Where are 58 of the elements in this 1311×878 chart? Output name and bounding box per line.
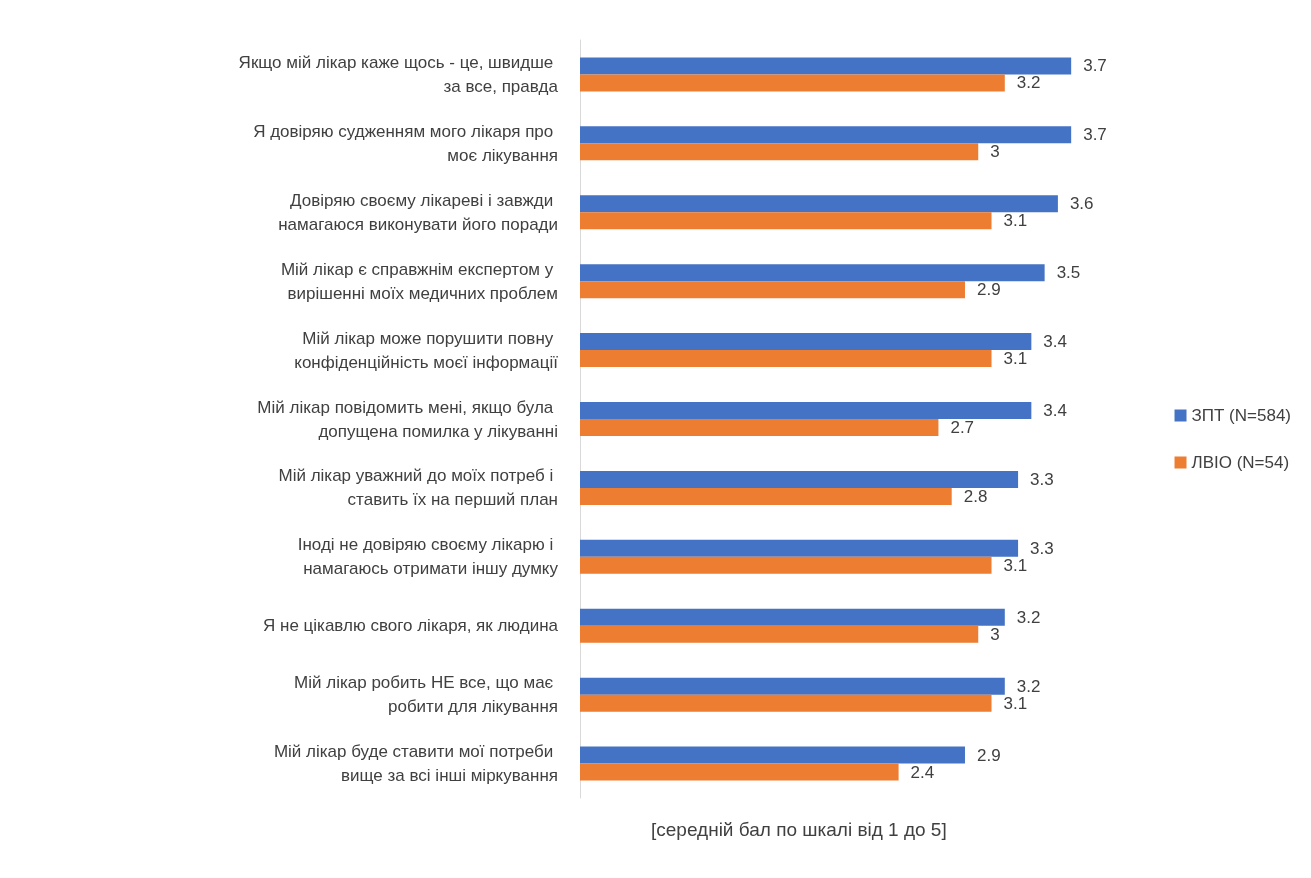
bar (580, 677, 1005, 695)
data-label: 3.4 (1043, 401, 1067, 420)
bar (580, 281, 965, 299)
y-tick-label: Мій лікар повідомить мені, якщо була допущена помилка у лікуванні (257, 397, 558, 441)
y-tick-label: Мій лікар буде ставити мої потреби вище за всі інші міркування (273, 742, 558, 786)
bar (580, 350, 992, 368)
data-label: 2.9 (976, 745, 1001, 765)
bar (580, 126, 1072, 144)
bar (580, 539, 1019, 557)
y-tick-label: Мій лікар уважний до моїх потреб і ставить їх на перший план (278, 466, 558, 510)
x-axis-title: [середній бал по шкалі від 1 до 5] (651, 819, 947, 840)
y-tick-label: Мій лікар робить НЕ все, що має робити для лікування (294, 673, 558, 717)
y-tick-label: Іноді не довіряю своєму лікарю і намагаюсь отримати іншу думку (297, 535, 559, 579)
bar (580, 470, 1019, 488)
y-tick-label: Довіряю своєму лікареві і завжди намагаюся виконувати його поради (278, 190, 558, 234)
y-tick-label: Мій лікар може порушити повну конфіденційність моєї інформації (294, 328, 559, 372)
data-label: 3.1 (1003, 693, 1028, 713)
legend-label: ЗПТ (N=584) (1191, 406, 1292, 425)
data-label: 2.4 (910, 762, 935, 782)
bar (580, 694, 992, 712)
y-tick-label: Я не цікавлю свого лікаря, як людина (263, 616, 559, 636)
bar (580, 333, 1032, 351)
data-label: 2.7 (950, 418, 975, 437)
data-label: 3.6 (1069, 194, 1094, 214)
bar (580, 419, 939, 436)
bar (580, 195, 1058, 213)
data-label: 3.2 (1016, 73, 1041, 93)
bar (580, 625, 979, 643)
data-label: 3.2 (1016, 607, 1041, 627)
data-label: 3.2 (1016, 676, 1041, 696)
bar (580, 402, 1032, 419)
data-label: 3 (990, 624, 1000, 644)
y-tick-label: Мій лікар є справжнім експертом у вирішенні моїх медичних проблем (280, 259, 558, 303)
bar (580, 556, 992, 574)
data-label: 2.8 (963, 486, 988, 506)
bar (580, 212, 992, 230)
bar (580, 487, 952, 505)
bar (580, 608, 1005, 626)
data-label: 3.7 (1083, 56, 1107, 76)
legend-label: ЛВІО (N=54) (1191, 453, 1290, 472)
data-label: 3.1 (1003, 211, 1028, 231)
data-label: 3 (990, 142, 1000, 162)
bar (580, 57, 1072, 75)
data-label: 3.7 (1083, 125, 1107, 145)
data-label: 3.1 (1003, 555, 1028, 575)
data-label: 3.5 (1056, 263, 1081, 283)
bar (580, 264, 1045, 282)
bar (580, 143, 979, 161)
data-label: 3.3 (1030, 469, 1054, 489)
y-tick-label: Я довіряю судженням мого лікаря про моє лікування (253, 121, 558, 165)
bar (580, 74, 1005, 92)
data-label: 3.3 (1030, 538, 1054, 558)
data-label: 2.9 (976, 280, 1001, 300)
y-tick-label: Якщо мій лікар каже щось - це, швидше за все, правда (238, 52, 559, 96)
bar (580, 746, 965, 764)
data-label: 3.4 (1043, 332, 1067, 352)
data-label: 3.1 (1003, 349, 1028, 369)
bar (580, 763, 899, 781)
